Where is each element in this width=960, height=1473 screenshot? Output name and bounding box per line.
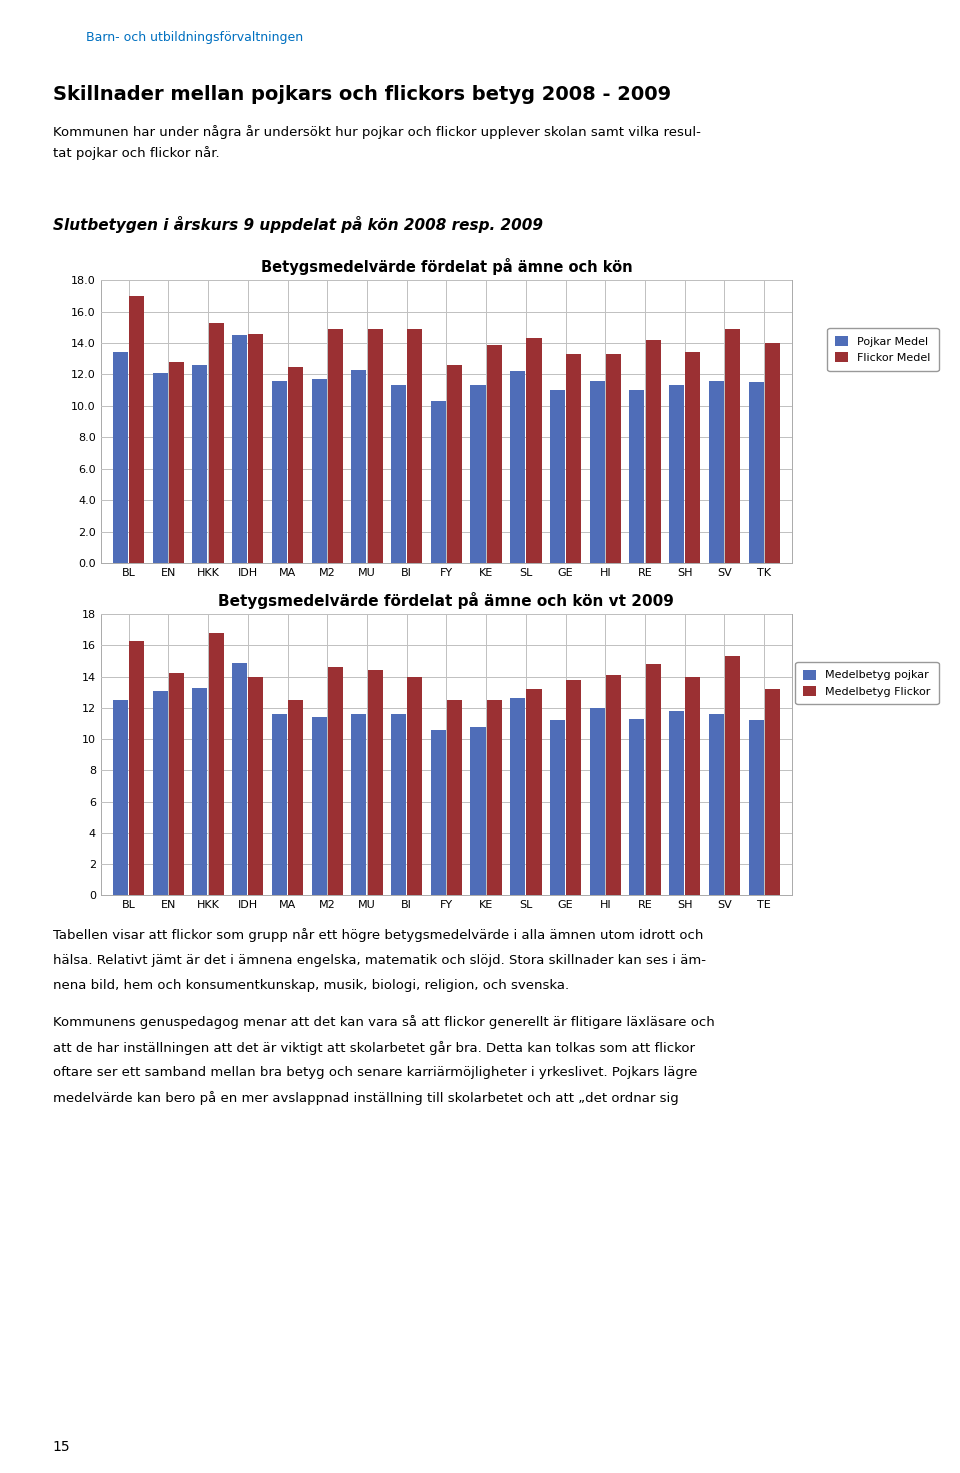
Bar xyxy=(447,700,462,896)
Bar xyxy=(169,673,184,896)
Bar xyxy=(431,401,445,563)
Bar xyxy=(646,340,660,563)
Bar xyxy=(113,700,128,896)
Bar xyxy=(510,371,525,563)
Bar xyxy=(288,367,303,563)
Bar xyxy=(749,720,763,896)
Bar xyxy=(685,676,701,896)
Bar xyxy=(208,633,224,896)
Bar xyxy=(130,641,144,896)
Bar xyxy=(669,711,684,896)
Bar xyxy=(208,323,224,563)
Bar xyxy=(368,670,383,896)
Bar xyxy=(288,700,303,896)
Bar xyxy=(272,714,287,896)
Bar xyxy=(232,336,247,563)
Bar xyxy=(749,383,763,563)
Bar xyxy=(327,667,343,896)
Bar xyxy=(368,328,383,563)
Bar xyxy=(192,365,207,563)
Bar xyxy=(510,698,525,896)
Bar xyxy=(630,390,644,563)
Legend: Pojkar Medel, Flickor Medel: Pojkar Medel, Flickor Medel xyxy=(828,328,939,371)
Bar xyxy=(351,714,367,896)
Text: att de har inställningen att det är viktigt att skolarbetet går bra. Detta kan t: att de har inställningen att det är vikt… xyxy=(53,1040,695,1055)
Bar xyxy=(130,296,144,563)
Bar xyxy=(630,719,644,896)
Bar xyxy=(526,689,541,896)
Bar xyxy=(606,354,621,563)
Bar xyxy=(566,679,581,896)
Bar xyxy=(550,390,565,563)
Bar xyxy=(708,714,724,896)
Bar xyxy=(470,386,486,563)
Text: Slutbetygen i årskurs 9 uppdelat på kön 2008 resp. 2009: Slutbetygen i årskurs 9 uppdelat på kön … xyxy=(53,215,542,233)
Bar xyxy=(312,379,326,563)
Bar xyxy=(312,717,326,896)
Bar xyxy=(407,328,422,563)
Bar xyxy=(351,370,367,563)
Text: hälsa. Relativt jämt är det i ämnena engelska, matematik och slöjd. Stora skilln: hälsa. Relativt jämt är det i ämnena eng… xyxy=(53,953,706,966)
Text: Tabellen visar att flickor som grupp når ett högre betygsmedelvärde i alla ämnen: Tabellen visar att flickor som grupp når… xyxy=(53,928,703,943)
Bar xyxy=(470,726,486,896)
Text: nena bild, hem och konsumentkunskap, musik, biologi, religion, och svenska.: nena bild, hem och konsumentkunskap, mus… xyxy=(53,980,569,991)
Text: 15: 15 xyxy=(53,1441,70,1454)
Bar xyxy=(566,354,581,563)
Bar xyxy=(765,343,780,563)
Bar xyxy=(431,729,445,896)
Bar xyxy=(685,352,701,563)
Text: Kommunen har under några år undersökt hur pojkar och flickor upplever skolan sam: Kommunen har under några år undersökt hu… xyxy=(53,125,701,159)
Bar xyxy=(153,691,168,896)
Bar xyxy=(487,700,502,896)
Text: Skillnader mellan pojkars och flickors betyg 2008 - 2009: Skillnader mellan pojkars och flickors b… xyxy=(53,84,671,103)
Bar xyxy=(589,709,605,896)
Bar xyxy=(725,328,740,563)
Bar xyxy=(447,365,462,563)
Bar xyxy=(327,328,343,563)
Bar xyxy=(550,720,565,896)
Bar xyxy=(487,345,502,563)
Bar xyxy=(765,689,780,896)
Bar xyxy=(192,688,207,896)
Bar xyxy=(272,382,287,563)
Bar xyxy=(169,362,184,563)
Bar xyxy=(708,382,724,563)
Text: Kommunens genuspedagog menar att det kan vara så att flickor generellt är flitig: Kommunens genuspedagog menar att det kan… xyxy=(53,1015,714,1030)
Bar xyxy=(407,676,422,896)
Bar xyxy=(589,382,605,563)
Bar xyxy=(391,386,406,563)
Title: Betygsmedelvärde fördelat på ämne och kön vt 2009: Betygsmedelvärde fördelat på ämne och kö… xyxy=(219,592,674,608)
Text: oftare ser ett samband mellan bra betyg och senare karriärmöjligheter i yrkesliv: oftare ser ett samband mellan bra betyg … xyxy=(53,1066,697,1078)
Bar xyxy=(113,352,128,563)
Title: Betygsmedelvärde fördelat på ämne och kön: Betygsmedelvärde fördelat på ämne och kö… xyxy=(260,258,633,275)
Bar xyxy=(526,339,541,563)
Bar xyxy=(669,386,684,563)
Bar xyxy=(249,676,263,896)
Bar xyxy=(232,663,247,896)
Bar xyxy=(249,333,263,563)
Bar xyxy=(725,657,740,896)
Bar xyxy=(646,664,660,896)
Bar xyxy=(153,373,168,563)
Bar xyxy=(391,714,406,896)
Text: Barn- och utbildningsförvaltningen: Barn- och utbildningsförvaltningen xyxy=(86,31,303,44)
Bar xyxy=(606,675,621,896)
Legend: Medelbetyg pojkar, Medelbetyg Flickor: Medelbetyg pojkar, Medelbetyg Flickor xyxy=(795,661,939,704)
Text: medelvärde kan bero på en mer avslappnad inställning till skolarbetet och att „d: medelvärde kan bero på en mer avslappnad… xyxy=(53,1091,679,1105)
